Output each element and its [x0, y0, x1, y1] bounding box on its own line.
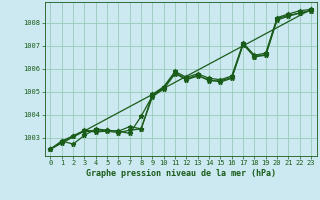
X-axis label: Graphe pression niveau de la mer (hPa): Graphe pression niveau de la mer (hPa): [86, 169, 276, 178]
